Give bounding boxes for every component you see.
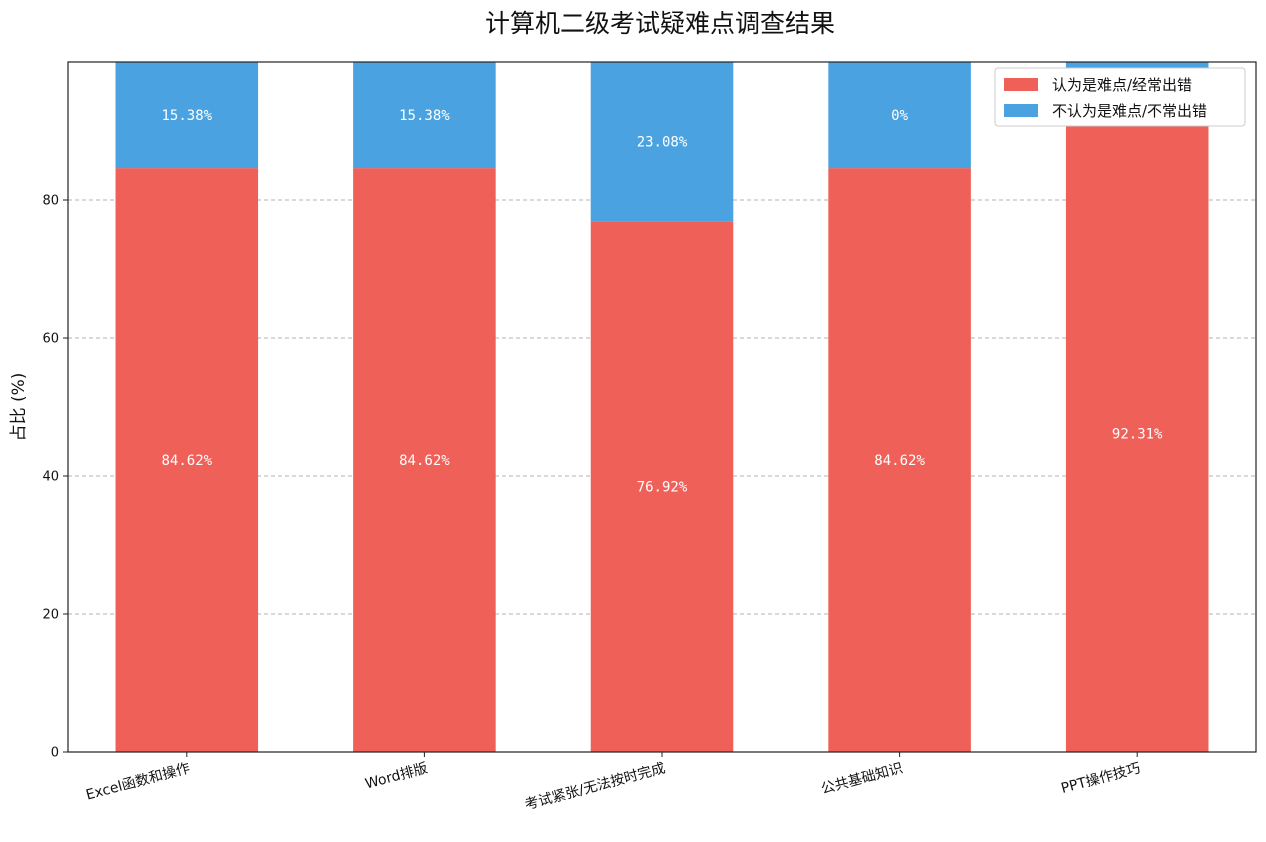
data-label-difficult: 84.62%: [162, 453, 213, 469]
legend-swatch-difficult: [1004, 78, 1038, 91]
y-tick-label: 40: [42, 470, 59, 485]
bar-segment-difficult: [1065, 115, 1209, 753]
legend-label-not-difficult: 不认为是难点/不常出错: [1052, 102, 1207, 120]
data-label-difficult: 84.62%: [874, 453, 925, 469]
data-label-not-difficult: 0%: [891, 108, 908, 124]
bar-segment-difficult: [590, 221, 734, 752]
y-axis-ticks: 0 20 40 60 80: [42, 194, 68, 761]
data-label-not-difficult: 15.38%: [399, 108, 450, 124]
data-labels: 84.62% 15.38% 84.62% 15.38% 76.92% 23.08% 84.6…: [162, 108, 1164, 496]
x-tick-label: Word排版: [363, 760, 429, 792]
x-tick-label: PPT操作技巧: [1059, 760, 1142, 797]
legend-swatch-not-difficult: [1004, 104, 1038, 117]
data-label-not-difficult: 23.08%: [637, 135, 688, 151]
data-label-difficult: 84.62%: [399, 453, 450, 469]
y-axis-label: 占比 (%): [9, 373, 29, 442]
legend-label-difficult: 认为是难点/经常出错: [1052, 76, 1192, 94]
y-tick-label: 0: [51, 746, 59, 761]
y-tick-label: 20: [42, 608, 59, 623]
bar-segment-not-difficult: [828, 62, 971, 169]
data-label-difficult: 76.92%: [637, 480, 688, 496]
chart-title: 计算机二级考试疑难点调查结果: [485, 9, 835, 38]
data-label-not-difficult: 15.38%: [162, 108, 213, 124]
legend: 认为是难点/经常出错 不认为是难点/不常出错: [994, 67, 1246, 127]
x-tick-label: 考试紧张/无法按时完成: [523, 760, 667, 813]
x-tick-label: 公共基础知识: [819, 759, 905, 797]
bars: [115, 62, 1209, 753]
x-tick-label: Excel函数和操作: [84, 760, 192, 803]
legend-box: [994, 67, 1246, 127]
grid-lines: [68, 199, 1256, 615]
y-tick-label: 80: [42, 194, 59, 209]
bar-segment-difficult: [828, 168, 971, 752]
data-label-difficult: 92.31%: [1112, 427, 1163, 443]
bar-segment-not-difficult: [590, 62, 734, 222]
x-axis-ticks: Excel函数和操作 Word排版 考试紧张/无法按时完成 公共基础知识 PPT操作技巧: [84, 752, 1142, 813]
y-tick-label: 60: [42, 332, 59, 347]
bar-segment-difficult: [353, 168, 496, 752]
bar-segment-difficult: [115, 168, 259, 752]
bar-segment-not-difficult: [115, 62, 259, 169]
bar-segment-not-difficult: [353, 62, 496, 169]
